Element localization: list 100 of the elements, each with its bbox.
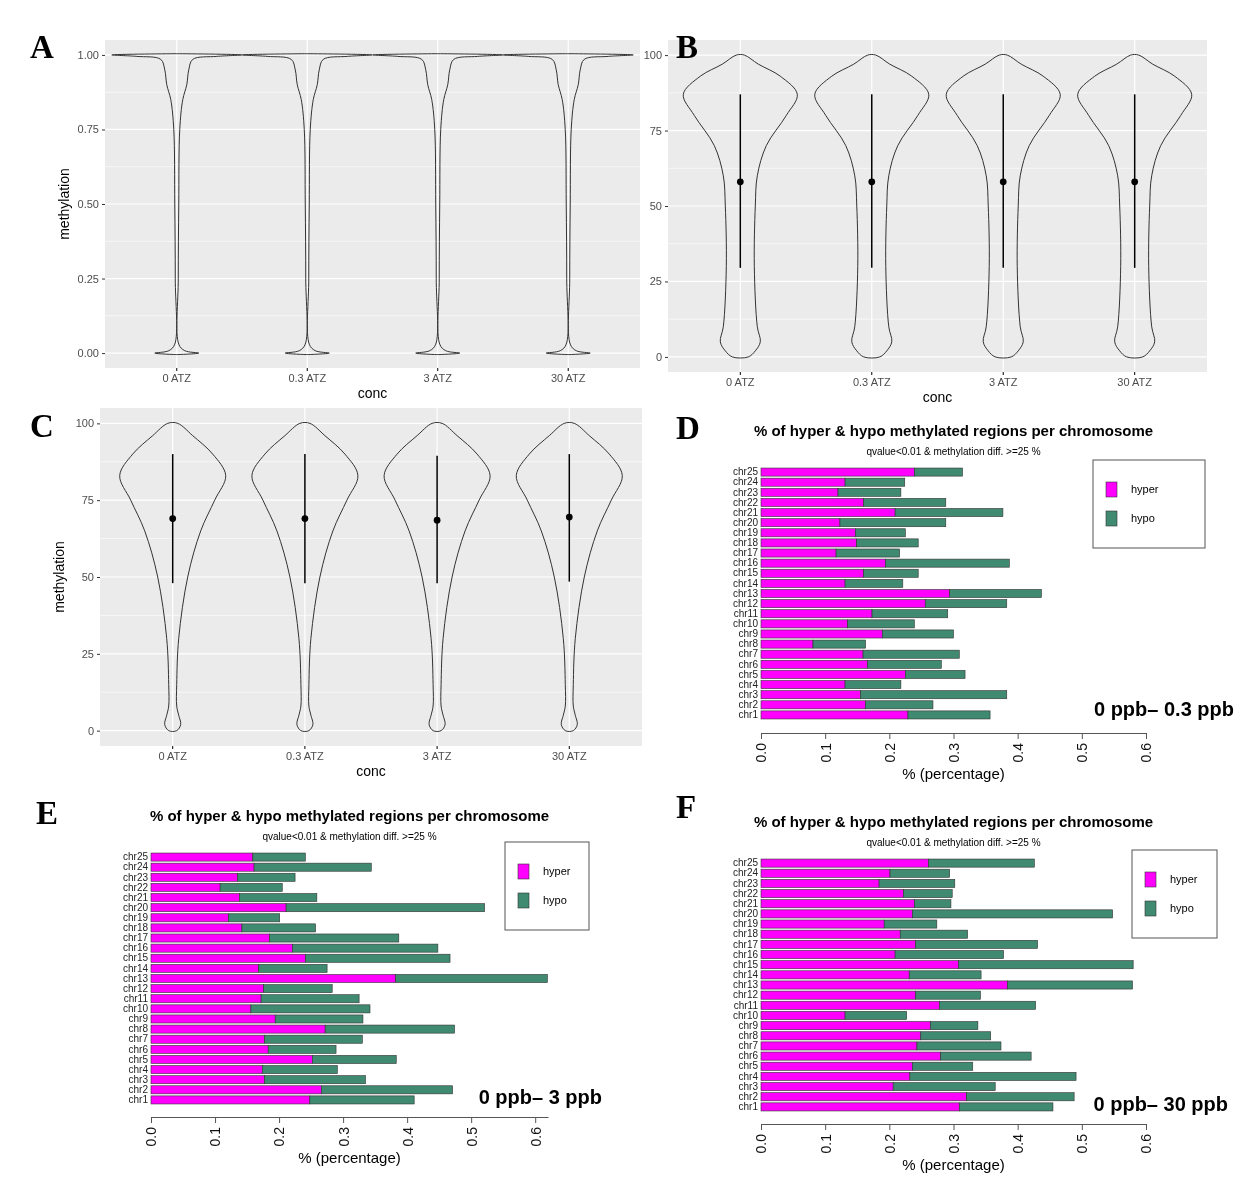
annotation: 0 ppb– 0.3 ppb	[1093, 698, 1234, 720]
y-tick-label: chr2	[738, 699, 759, 711]
y-tick-label: chr5	[738, 1060, 759, 1072]
y-tick-label: chr21	[122, 891, 149, 903]
text: C	[30, 408, 54, 444]
x-tick-label: 0.6	[1138, 742, 1155, 763]
y-tick-label: chr12	[122, 982, 149, 994]
y-tick-label: chr11	[733, 999, 759, 1011]
chart-subtitle: qvalue<0.01 & methylation diff. >=25 %	[262, 831, 437, 842]
legend-label: hyper	[1170, 873, 1198, 885]
x-tick-label: 0.5	[1074, 742, 1091, 763]
y-tick-label: chr7	[738, 648, 759, 660]
y-tick-label: chr16	[732, 948, 759, 960]
y-tick-label: chr10	[122, 1003, 149, 1015]
y-tick-label: 0.25	[77, 272, 99, 285]
y-tick-label: chr14	[122, 962, 149, 974]
y-tick-label: chr1	[738, 709, 759, 721]
y-tick-label: chr13	[732, 979, 759, 991]
x-tick-label: 0.3 ATZ	[852, 375, 891, 388]
y-tick-label: chr16	[122, 942, 149, 954]
y-tick-label: chr23	[122, 871, 149, 883]
y-tick-label: chr1	[128, 1094, 149, 1106]
y-tick-label: chr22	[732, 496, 759, 508]
y-tick-label: chr24	[732, 867, 759, 879]
y-tick-label: chr13	[122, 972, 149, 984]
x-axis-title: conc	[357, 385, 388, 401]
y-tick-label: chr3	[738, 1080, 759, 1092]
chart-subtitle: qvalue<0.01 & methylation diff. >=25 %	[866, 446, 1041, 457]
y-tick-label: chr19	[122, 911, 149, 923]
x-tick-label: 0.3	[945, 1133, 962, 1154]
y-tick-label: chr16	[732, 557, 759, 569]
text: F	[676, 789, 697, 825]
x-tick-label: 3 ATZ	[422, 749, 452, 762]
y-tick-label: chr17	[732, 938, 759, 950]
y-tick-label: chr20	[732, 516, 759, 528]
y-tick-label: chr11	[123, 992, 149, 1004]
x-tick-label: 0.6	[527, 1126, 544, 1147]
y-tick-label: 100	[75, 417, 94, 430]
x-tick-label: 0.3	[335, 1126, 352, 1147]
x-tick-label: 0.4	[399, 1126, 416, 1147]
y-tick-label: chr9	[128, 1013, 149, 1025]
x-tick-label: 0.0	[753, 1133, 770, 1154]
y-tick-label: chr4	[738, 678, 759, 690]
y-tick-label: chr5	[128, 1053, 149, 1065]
y-tick-label: chr15	[732, 958, 759, 970]
y-tick-label: chr3	[738, 688, 759, 700]
y-tick-label: chr6	[738, 658, 759, 670]
y-tick-label: chr24	[732, 476, 759, 488]
y-tick-label: chr24	[122, 861, 149, 873]
x-tick-label: 0.2	[271, 1126, 288, 1147]
x-tick-label: 0.3 ATZ	[288, 371, 327, 384]
y-tick-label: chr22	[732, 887, 759, 899]
y-tick-label: chr1	[738, 1101, 759, 1113]
y-tick-label: 25	[649, 275, 662, 288]
y-tick-label: chr18	[732, 928, 759, 940]
y-tick-label: chr21	[732, 506, 759, 518]
y-tick-label: 0	[655, 350, 662, 363]
y-axis-title: methylation	[56, 168, 72, 240]
x-tick-label: 0.6	[1138, 1133, 1155, 1154]
y-tick-label: chr15	[122, 952, 149, 964]
y-tick-label: 0	[87, 724, 94, 737]
y-tick-label: chr6	[128, 1043, 149, 1055]
x-tick-label: 30 ATZ	[1117, 375, 1153, 388]
y-tick-label: chr17	[122, 932, 149, 944]
y-tick-label: chr4	[128, 1063, 149, 1075]
annotation: 0 ppb– 3 ppb	[478, 1086, 602, 1108]
legend-label: hypo	[1131, 512, 1155, 524]
y-tick-label: chr4	[738, 1070, 759, 1082]
x-tick-label: 0.4	[1010, 1133, 1027, 1154]
y-tick-label: chr18	[732, 537, 759, 549]
x-tick-label: 0.4	[1010, 742, 1027, 763]
y-tick-label: chr9	[738, 1019, 759, 1031]
x-tick-label: 0.0	[143, 1126, 160, 1147]
y-tick-label: chr10	[732, 1009, 759, 1021]
annotation: B	[676, 29, 699, 65]
y-tick-label: chr11	[733, 607, 759, 619]
y-tick-label: chr8	[128, 1023, 149, 1035]
legend-label: hypo	[543, 894, 567, 906]
y-tick-label: chr14	[732, 969, 759, 981]
x-tick-label: 0 ATZ	[162, 371, 192, 384]
text: A	[30, 29, 54, 65]
text: E	[36, 795, 59, 831]
y-tick-label: chr2	[738, 1090, 759, 1102]
chart-title: % of hyper & hypo methylated regions per chromosome	[753, 422, 1154, 439]
x-tick-label: 0.1	[817, 1133, 834, 1154]
x-axis-title: conc	[356, 763, 386, 779]
y-tick-label: chr19	[732, 526, 759, 538]
x-tick-label: 0.1	[817, 742, 834, 763]
y-tick-label: 0.00	[77, 347, 99, 360]
y-tick-label: chr13	[732, 587, 759, 599]
y-tick-label: chr3	[128, 1073, 149, 1085]
annotation: 0 ppb– 30 ppb	[1093, 1093, 1228, 1115]
chart-title: % of hyper & hypo methylated regions per chromosome	[753, 813, 1154, 830]
x-tick-label: 0.2	[881, 1133, 898, 1154]
chart-subtitle: qvalue<0.01 & methylation diff. >=25 %	[866, 837, 1041, 848]
x-tick-label: 3 ATZ	[988, 375, 1018, 388]
x-tick-label: 0 ATZ	[158, 749, 188, 762]
y-tick-label: chr19	[732, 918, 759, 930]
x-tick-label: 30 ATZ	[551, 749, 587, 762]
y-tick-label: chr9	[738, 628, 759, 640]
